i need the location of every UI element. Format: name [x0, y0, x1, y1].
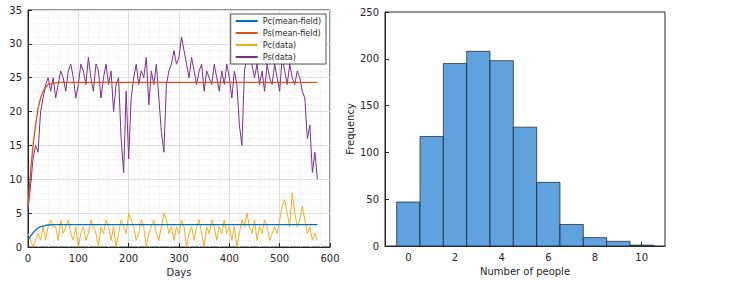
- svg-text:0: 0: [25, 253, 31, 264]
- svg-text:0: 0: [373, 241, 379, 252]
- svg-text:4: 4: [498, 252, 504, 263]
- svg-text:Frequency: Frequency: [345, 103, 356, 155]
- svg-text:300: 300: [169, 253, 188, 264]
- svg-text:100: 100: [360, 147, 379, 158]
- svg-text:Days: Days: [167, 267, 192, 278]
- svg-text:15: 15: [9, 140, 22, 151]
- svg-text:20: 20: [9, 106, 22, 117]
- svg-text:5: 5: [16, 208, 22, 219]
- svg-text:50: 50: [366, 194, 379, 205]
- svg-text:400: 400: [220, 253, 239, 264]
- svg-text:Ps(data): Ps(data): [263, 53, 296, 62]
- svg-text:Pc(data): Pc(data): [263, 41, 296, 50]
- svg-text:500: 500: [270, 253, 289, 264]
- svg-text:10: 10: [9, 174, 22, 185]
- svg-text:6: 6: [545, 252, 551, 263]
- svg-text:600: 600: [320, 253, 339, 264]
- svg-text:200: 200: [119, 253, 138, 264]
- svg-text:0: 0: [16, 242, 22, 253]
- svg-text:Number of people: Number of people: [480, 266, 570, 277]
- svg-text:2: 2: [452, 252, 458, 263]
- svg-text:200: 200: [360, 53, 379, 64]
- svg-text:100: 100: [69, 253, 88, 264]
- svg-text:150: 150: [360, 100, 379, 111]
- svg-text:10: 10: [635, 252, 648, 263]
- svg-text:8: 8: [592, 252, 598, 263]
- svg-text:0: 0: [405, 252, 411, 263]
- svg-text:25: 25: [9, 72, 22, 83]
- svg-text:35: 35: [9, 5, 22, 16]
- svg-text:Pc(mean-field): Pc(mean-field): [263, 17, 321, 26]
- svg-text:250: 250: [360, 7, 379, 18]
- svg-text:30: 30: [9, 38, 22, 49]
- svg-text:Ps(mean-field): Ps(mean-field): [263, 29, 321, 38]
